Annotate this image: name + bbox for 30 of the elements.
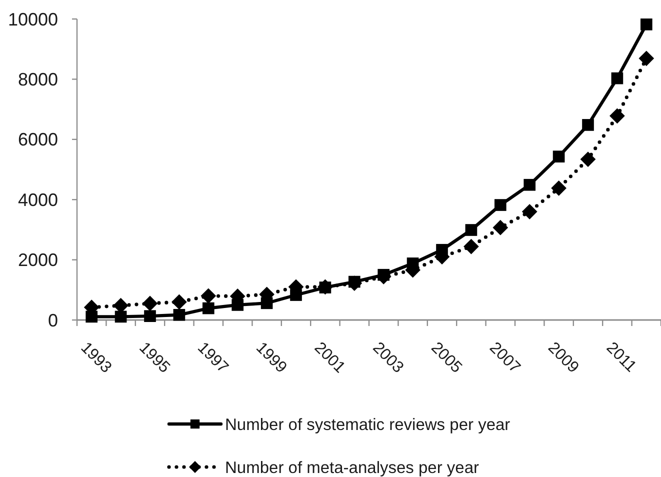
- point: [522, 204, 538, 220]
- legend-label: Number of systematic reviews per year: [225, 416, 511, 434]
- point: [551, 180, 566, 196]
- point: [580, 152, 596, 167]
- y-tick-label: 2000: [18, 250, 58, 270]
- point: [638, 50, 654, 66]
- point: [494, 199, 506, 211]
- y-tick-label: 8000: [18, 70, 58, 90]
- point: [144, 310, 156, 322]
- point: [524, 178, 536, 191]
- legend-label: Number of meta-analyses per year: [225, 458, 480, 477]
- point: [464, 238, 479, 254]
- point: [346, 276, 362, 291]
- y-tick-label: 0: [48, 310, 58, 330]
- point: [582, 119, 594, 131]
- point: [114, 310, 127, 323]
- point: [492, 220, 508, 236]
- point: [465, 224, 478, 236]
- point: [611, 72, 624, 84]
- point: [200, 288, 216, 304]
- y-tick-label: 10000: [8, 9, 58, 30]
- point: [640, 18, 652, 30]
- point: [142, 296, 158, 312]
- point: [173, 308, 186, 321]
- point: [610, 108, 625, 124]
- y-tick-label: 6000: [18, 130, 58, 150]
- point: [552, 150, 565, 162]
- point: [202, 302, 214, 314]
- y-tick-label: 4000: [18, 190, 58, 210]
- point: [172, 294, 187, 310]
